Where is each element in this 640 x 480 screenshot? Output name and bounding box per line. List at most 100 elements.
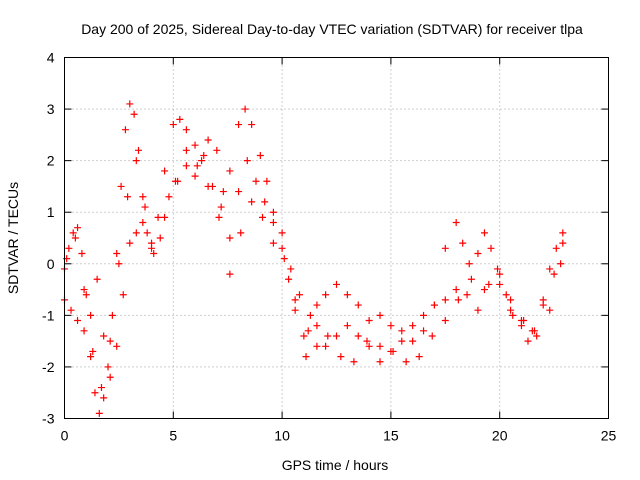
data-point (150, 249, 158, 257)
data-point (226, 167, 234, 175)
data-point (559, 239, 567, 247)
data-point (350, 358, 358, 366)
data-point (285, 275, 293, 283)
data-point (278, 244, 286, 252)
data-point (67, 306, 75, 314)
y-tick-label: 1 (47, 204, 55, 220)
data-point (354, 301, 362, 309)
data-point (557, 260, 565, 268)
data-point (287, 265, 295, 273)
data-point (134, 146, 142, 154)
data-point (389, 347, 397, 355)
data-point (465, 260, 473, 268)
data-point (520, 317, 528, 325)
data-point (91, 389, 99, 397)
data-point (420, 327, 428, 335)
data-point (467, 275, 475, 283)
data-point (69, 229, 77, 237)
data-point (509, 311, 517, 319)
data-point (409, 337, 417, 345)
data-point (263, 177, 271, 185)
data-point (139, 193, 147, 201)
data-point (97, 384, 105, 392)
data-point (496, 270, 504, 278)
data-point (156, 234, 164, 242)
data-point (169, 121, 177, 129)
data-point (507, 306, 515, 314)
data-point (191, 141, 199, 149)
data-point (104, 363, 112, 371)
data-point (235, 188, 243, 196)
data-point (100, 332, 108, 340)
data-point (117, 182, 125, 190)
data-point (215, 213, 223, 221)
y-tick-label: -3 (42, 411, 55, 427)
data-point (106, 373, 114, 381)
data-point (524, 337, 532, 345)
data-point (452, 219, 460, 227)
data-point (559, 229, 567, 237)
data-point (441, 244, 449, 252)
data-point (182, 126, 190, 134)
y-tick-label: 3 (47, 101, 55, 117)
y-tick-label: 0 (47, 256, 55, 272)
series-track-A (61, 100, 567, 417)
data-point (300, 332, 308, 340)
data-point (365, 342, 373, 350)
data-point (474, 306, 482, 314)
x-tick-label: 15 (383, 428, 399, 444)
data-point (494, 265, 502, 273)
data-point (252, 177, 260, 185)
data-point (539, 301, 547, 309)
tick-labels: 0 5 10 15 20 25 -3 -2 -1 0 1 2 3 4 (42, 50, 616, 444)
data-point (296, 291, 304, 299)
data-point (398, 337, 406, 345)
data-point (474, 249, 482, 257)
data-point (235, 121, 243, 129)
data-point (280, 255, 288, 263)
data-point (161, 213, 169, 221)
x-tick-label: 25 (601, 428, 617, 444)
data-point (132, 157, 140, 165)
x-tick-label: 0 (61, 428, 69, 444)
data-point (441, 296, 449, 304)
data-point (130, 110, 138, 118)
data-point (387, 322, 395, 330)
x-tick-label: 10 (274, 428, 290, 444)
data-point (193, 162, 201, 170)
data-point (480, 229, 488, 237)
data-point (248, 121, 256, 129)
data-point (480, 286, 488, 294)
data-point (322, 291, 330, 299)
data-point (420, 311, 428, 319)
y-tick-label: 4 (47, 50, 55, 66)
data-point (269, 239, 277, 247)
data-point (143, 229, 151, 237)
x-axis-title: GPS time / hours (282, 457, 389, 473)
data-point (176, 115, 184, 123)
x-tick-label: 5 (169, 428, 177, 444)
y-tick-label: -1 (42, 307, 55, 323)
data-point (139, 219, 147, 227)
data-point (302, 353, 310, 361)
data-point (217, 203, 225, 211)
data-point (376, 342, 384, 350)
data-point (304, 327, 312, 335)
data-point (74, 224, 82, 232)
data-point (278, 229, 286, 237)
data-point (402, 358, 410, 366)
data-point (182, 162, 190, 170)
data-point (113, 342, 121, 350)
data-point (313, 301, 321, 309)
data-point (533, 332, 541, 340)
chart-title: Day 200 of 2025, Sidereal Day-to-day VTE… (81, 21, 583, 37)
x-tick-label: 20 (492, 428, 508, 444)
data-point (95, 409, 103, 417)
data-point (291, 296, 299, 304)
data-point (363, 337, 371, 345)
data-point (200, 151, 208, 159)
data-point (550, 270, 558, 278)
data-point (256, 151, 264, 159)
grid-lines (64, 57, 609, 419)
